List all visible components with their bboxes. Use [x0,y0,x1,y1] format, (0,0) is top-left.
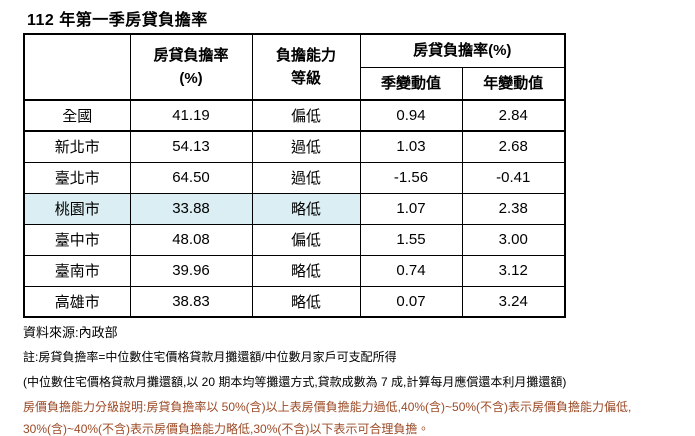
note-grading-line2: 30%(含)~40%(不含)表示房價負擔能力略低,30%(不含)以下表示可合理負… [23,422,430,436]
header-quarter-change: 季變動值 [359,66,463,101]
region-cell: 全國 [23,99,131,132]
region-cell: 臺南市 [23,254,131,287]
burden-rate-cell: 64.50 [129,161,253,194]
quarter-change-cell: 1.55 [359,223,463,256]
table-row-taichung: 臺中市 48.08 偏低 1.55 3.00 [23,223,566,256]
table-row-kaohsiung: 高雄市 38.83 略低 0.07 3.24 [23,285,566,318]
table-row-taipei: 臺北市 64.50 過低 -1.56 -0.41 [23,161,566,194]
ability-cell: 偏低 [251,223,361,256]
year-change-cell: 2.84 [461,99,566,132]
page-title: 112 年第一季房貸負擔率 [27,12,208,29]
data-source: 資料來源:內政部 [23,325,118,340]
table-row-taoyuan-highlighted: 桃園市 33.88 略低 1.07 2.38 [23,192,566,225]
ability-cell: 過低 [251,161,361,194]
region-cell: 新北市 [23,130,131,163]
table-row-national: 全國 41.19 偏低 0.94 2.84 [23,99,566,132]
burden-rate-cell: 33.88 [129,192,253,225]
ability-cell: 偏低 [251,99,361,132]
ability-cell: 略低 [251,254,361,287]
region-cell: 桃園市 [23,192,131,225]
burden-rate-cell: 54.13 [129,130,253,163]
header-year-change: 年變動值 [461,66,566,101]
footer-notes: 資料來源:內政部 註:房貸負擔率=中位數住宅價格貸款月攤還額/中位數月家戶可支配… [23,322,688,436]
burden-rate-table: 房貸負擔率 (%) 負擔能力 等級 房貸負擔率(%) 季變動值 年變動值 全國 … [23,33,566,318]
header-ability-line1: 負擔能力 [275,46,336,64]
burden-rate-cell: 41.19 [129,99,253,132]
year-change-cell: 2.68 [461,130,566,163]
quarter-change-cell: 1.03 [359,130,463,163]
year-change-cell: 3.00 [461,223,566,256]
ability-cell: 略低 [251,285,361,318]
note-calculation: (中位數住宅價格貸款月攤還額,以 20 期本均等攤還方式,貸款成數為 7 成,計… [23,375,567,389]
quarter-change-cell: 0.94 [359,99,463,132]
quarter-change-cell: 0.74 [359,254,463,287]
quarter-change-cell: -1.56 [359,161,463,194]
region-cell: 臺中市 [23,223,131,256]
note-grading-line1: 房價負擔能力分級說明:房貸負擔率以 50%(含)以上表房價負擔能力過低,40%(… [23,400,632,414]
header-change-group: 房貸負擔率(%) [359,33,566,68]
quarter-change-cell: 1.07 [359,192,463,225]
year-change-cell: 3.12 [461,254,566,287]
header-region-blank [23,33,131,101]
table-row-tainan: 臺南市 39.96 略低 0.74 3.12 [23,254,566,287]
ability-cell: 過低 [251,130,361,163]
header-burden-rate: 房貸負擔率 (%) [129,33,253,101]
year-change-cell: -0.41 [461,161,566,194]
region-cell: 臺北市 [23,161,131,194]
header-burden-rate-line2: (%) [179,70,203,87]
header-ability-level: 負擔能力 等級 [251,33,361,101]
ability-cell: 略低 [251,192,361,225]
burden-rate-cell: 39.96 [129,254,253,287]
table-header: 房貸負擔率 (%) 負擔能力 等級 房貸負擔率(%) 季變動值 年變動值 [23,33,566,101]
burden-rate-cell: 38.83 [129,285,253,318]
table-row-newtaipei: 新北市 54.13 過低 1.03 2.68 [23,130,566,163]
year-change-cell: 2.38 [461,192,566,225]
region-cell: 高雄市 [23,285,131,318]
burden-rate-cell: 48.08 [129,223,253,256]
header-ability-line2: 等級 [290,70,321,87]
header-burden-rate-line1: 房貸負擔率 [153,46,229,64]
year-change-cell: 3.24 [461,285,566,318]
note-definition: 註:房貸負擔率=中位數住宅價格貸款月攤還額/中位數月家戶可支配所得 [23,350,397,364]
quarter-change-cell: 0.07 [359,285,463,318]
